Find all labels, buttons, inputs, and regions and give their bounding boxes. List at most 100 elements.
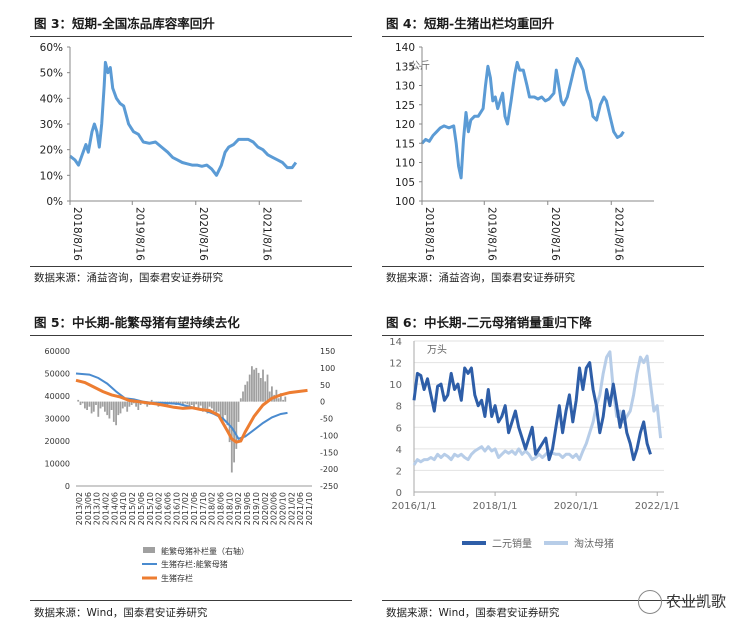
fig5-x-tick-label: 2014/02: [102, 492, 111, 525]
fig5-x-tick-label: 2018/06: [217, 492, 226, 525]
fig3-title: 图 3：短期-全国冻品库容率回升: [34, 16, 215, 31]
fig5-bar: [222, 401, 224, 421]
fig6-y-tick-label: 4: [396, 445, 402, 456]
fig5-y-right-tick-label: -150: [320, 448, 338, 457]
fig5-x-tick-label: 2015/06: [137, 492, 146, 525]
fig5-bar: [108, 401, 111, 419]
fig5-x-tick-label: 2014/10: [119, 492, 128, 525]
fig4-x-tick-label: 2021/8/16: [612, 207, 624, 261]
fig5-bar: [268, 391, 271, 402]
fig5-bar: [106, 401, 109, 416]
fig5-x-tick-label: 2014/06: [110, 492, 119, 525]
fig4-unit-label: 公斤: [410, 60, 430, 72]
fig3-y-ticks: 0% 10% 20% 30% 40% 50% 60%: [40, 42, 70, 208]
fig5-x-tick-label: 2018/10: [225, 492, 234, 525]
fig5-x-tick-label: 2020/10: [278, 492, 287, 525]
fig5-bar: [244, 384, 247, 402]
fig5-bar: [137, 401, 140, 410]
fig5-bar: [104, 401, 106, 412]
fig5-bar: [266, 374, 269, 402]
watermark-text: 农业凯歌: [665, 592, 726, 611]
fig5-x-tick-label: 2021/06: [296, 492, 305, 525]
fig6-y-tick-label: 14: [389, 337, 402, 348]
fig5-bar: [224, 401, 227, 416]
fig5-x-tick-label: 2016/02: [155, 492, 164, 525]
fig5-bar: [199, 401, 202, 406]
fig5-bar: [282, 399, 284, 402]
fig6-series-cull-sows: [412, 350, 663, 466]
fig5-bar: [110, 401, 113, 410]
fig6-legend: 二元销量 淘汰母猪: [462, 537, 614, 550]
fig5-bar: [97, 401, 100, 417]
fig3-y-tick-label: 0%: [46, 196, 63, 208]
fig5-bar: [226, 401, 229, 426]
fig5-bar: [251, 366, 253, 402]
fig5-bar: [90, 401, 93, 414]
fig6-title: 图 6：中长期-二元母猪销量重归下降: [386, 315, 592, 330]
fig5-bar: [204, 401, 206, 409]
fig6-y-tick-label: 8: [396, 402, 402, 413]
fig5-bar: [186, 401, 189, 405]
fig3-y-tick-label: 50%: [40, 68, 63, 80]
fig4-x-ticks: 2018/8/16 2019/8/16 2020/8/16 2021/8/16: [421, 201, 624, 261]
fig5-bar: [264, 381, 267, 402]
fig5-bar: [277, 398, 280, 402]
fig5-bar: [84, 401, 86, 409]
fig5-x-tick-label: 2017/06: [190, 492, 199, 525]
fig5-x-tick-label: 2019/06: [243, 492, 252, 525]
fig6-y-ticks: 0 2 4 6 8 10 12 14: [389, 337, 402, 499]
fig5-bar: [255, 367, 258, 402]
fig6-legend-label-cull: 淘汰母猪: [574, 537, 614, 550]
fig5-bar: [135, 401, 137, 407]
fig5-y-right-tick-label: -50: [320, 415, 333, 424]
fig6-series-binary-sales: [412, 361, 652, 462]
fig5-x-tick-label: 2016/06: [163, 492, 172, 525]
wechat-icon: [637, 590, 662, 614]
fig5-source-rule: [30, 600, 352, 601]
fig5-bar: [246, 381, 249, 402]
fig6-chart: 0 2 4 6 8 10 12 14 2016/1/1 2018/1/1 2020/1/1 2022…: [389, 337, 679, 550]
fig5-x-tick-label: 2021/02: [287, 492, 296, 525]
fig6-legend-label-binary: 二元销量: [492, 537, 532, 550]
fig5-y-left-tick-label: 10000: [45, 460, 70, 469]
fig3-chart: 0%10%20%30%40%50%60% 2018/8/16 2019/8/16 2…: [40, 42, 302, 261]
fig4-y-tick-label: 115: [395, 138, 415, 150]
fig5-legend-swatch-bar: [143, 547, 155, 553]
fig5-x-tick-label: 2018/02: [208, 492, 217, 525]
fig5-x-ticks: 2013/02 2013/06 2013/10 2014/02 2014/06 2014/…: [75, 492, 314, 525]
fig3-y-tick-label: 20%: [40, 145, 63, 157]
fig5-bar: [219, 401, 222, 417]
fig5-bar: [77, 399, 80, 402]
fig5-line-hogs: [75, 378, 308, 444]
fig5-title-rule: [30, 335, 352, 336]
fig5-bar: [253, 369, 255, 402]
fig5-bar: [213, 401, 215, 411]
fig5-legend-label-sows: 生猪存栏:能繁母猪: [161, 559, 228, 569]
fig5-y-left-ticks: 0 10000 20000 30000 40000 50000 60000: [45, 347, 70, 491]
fig5-bar: [79, 401, 82, 405]
fig5-bar: [188, 401, 191, 407]
fig5-bar: [239, 398, 242, 402]
fig5-bar: [202, 401, 204, 412]
fig5-y-right-tick-label: -250: [320, 482, 338, 491]
fig5-bar: [237, 401, 240, 422]
fig5-bar: [179, 401, 182, 404]
fig3-y-tick-label: 40%: [40, 93, 63, 105]
fig5-x-tick-label: 2017/10: [199, 492, 208, 525]
fig4-y-ticks: 100 105 110 115 120 125 130 135 140: [395, 42, 422, 208]
fig4-x-tick-label: 2020/8/16: [549, 207, 561, 261]
fig4-title-rule: [382, 36, 704, 37]
fig5-x-tick-label: 2013/02: [75, 492, 84, 525]
fig4-y-tick-label: 100: [395, 196, 415, 208]
fig5-bar: [210, 401, 213, 409]
fig6-title-rule: [382, 335, 704, 336]
fig5-bar: [195, 401, 198, 405]
fig5-x-tick-label: 2013/10: [93, 492, 102, 525]
fig3-y-tick-label: 10%: [40, 170, 63, 182]
fig6-y-tick-label: 12: [389, 359, 402, 370]
fig3-x-tick-label: 2018/8/16: [71, 207, 83, 261]
fig4-y-tick-label: 135: [395, 61, 415, 73]
fig6-x-tick-label: 2018/1/1: [473, 501, 518, 512]
fig6-y-tick-label: 10: [389, 380, 402, 391]
fig4-source-rule: [382, 266, 704, 267]
